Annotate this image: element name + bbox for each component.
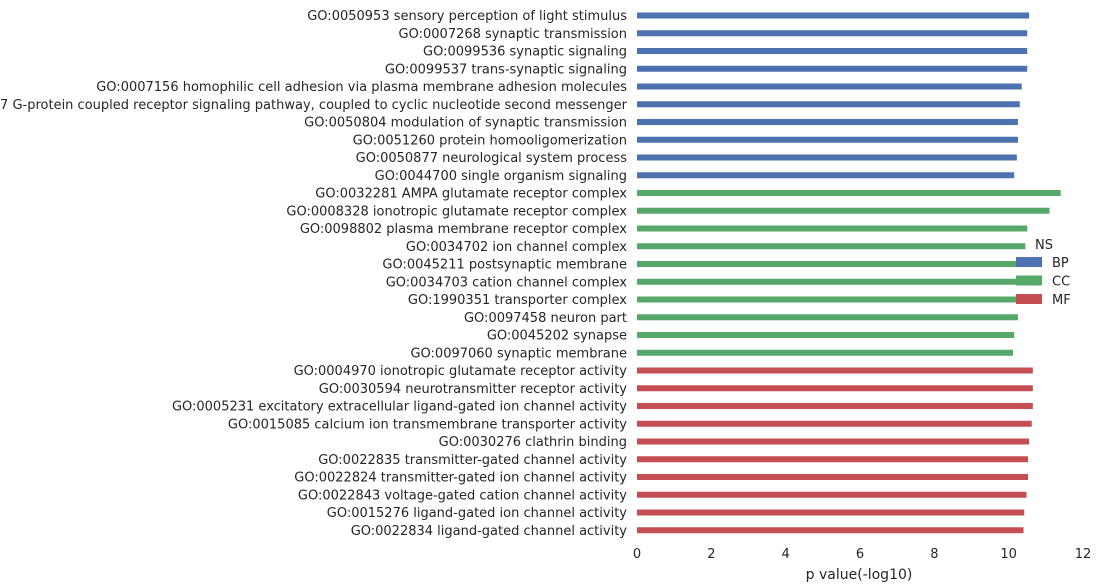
category-label: GO:0004970 ionotropic glutamate receptor… xyxy=(294,364,628,379)
legend-swatch-cc xyxy=(1016,275,1042,286)
x-tick-label: 12 xyxy=(1075,547,1092,562)
category-label: GO:1990351 transporter complex xyxy=(408,293,627,308)
bar-cc-12 xyxy=(637,207,1050,214)
legend-label-mf: MF xyxy=(1052,293,1071,308)
bar-cc-17 xyxy=(637,296,1020,303)
bar-bp-7 xyxy=(637,119,1018,125)
category-label: GO:0030594 neurotransmitter receptor act… xyxy=(319,382,628,397)
x-tick-label: 10 xyxy=(1000,547,1017,562)
category-label: GO:0030276 clathrin binding xyxy=(439,435,627,450)
bar-mf-21 xyxy=(637,367,1033,374)
category-label: GO:0050953 sensory perception of light s… xyxy=(307,9,627,24)
category-label: GO:0015276 ligand-gated ion channel acti… xyxy=(327,506,628,521)
category-label: GO:0098802 plasma membrane receptor comp… xyxy=(300,222,627,237)
bar-mf-25 xyxy=(637,438,1030,445)
bar-mf-23 xyxy=(637,403,1033,409)
x-tick-label: 8 xyxy=(930,547,938,562)
x-tick-label: 4 xyxy=(782,547,790,562)
category-label: GO:0022835 transmitter-gated channel act… xyxy=(318,453,627,468)
bar-cc-19 xyxy=(637,332,1015,338)
category-labels: GO:0050953 sensory perception of light s… xyxy=(0,9,628,539)
bar-cc-18 xyxy=(637,314,1018,321)
bar-bp-3 xyxy=(637,48,1028,54)
category-label: GO:0022824 transmitter-gated ion channel… xyxy=(294,471,627,486)
bar-bp-9 xyxy=(637,154,1017,161)
bar-cc-15 xyxy=(637,261,1024,267)
bar-mf-27 xyxy=(637,474,1028,480)
bar-bp-1 xyxy=(637,12,1030,19)
legend-title: NS xyxy=(1035,238,1053,253)
category-label: GO:0032281 AMPA glutamate receptor compl… xyxy=(315,187,627,202)
category-label: GO:0005231 excitatory extracellular liga… xyxy=(172,400,627,415)
category-label: GO:0051260 protein homooligomerization xyxy=(353,133,627,148)
bar-bp-4 xyxy=(637,65,1028,72)
category-label: GO:0050804 modulation of synaptic transm… xyxy=(304,116,627,131)
bar-mf-29 xyxy=(637,509,1025,516)
bar-mf-26 xyxy=(637,456,1028,463)
bar-bp-10 xyxy=(637,172,1015,179)
bar-cc-16 xyxy=(637,278,1022,285)
category-label: GO:0045211 postsynaptic membrane xyxy=(382,258,627,273)
legend-label-cc: CC xyxy=(1052,275,1070,290)
category-label: GO:0045202 synapse xyxy=(487,329,627,344)
legend-label-bp: BP xyxy=(1052,256,1069,271)
bar-mf-24 xyxy=(637,420,1032,427)
legend: NS BP CC MF xyxy=(1016,238,1071,308)
x-tick-label: 2 xyxy=(707,547,715,562)
category-label: GO:0022843 voltage-gated cation channel … xyxy=(298,488,627,503)
bar-bp-6 xyxy=(637,101,1020,108)
bar-cc-13 xyxy=(637,225,1028,232)
category-label: GO:0008328 ionotropic glutamate receptor… xyxy=(286,204,627,219)
category-label: GO:0099536 synaptic signaling xyxy=(423,45,627,60)
category-label: GO:0097060 synaptic membrane xyxy=(410,346,627,361)
category-label: GO:0044700 single organism signaling xyxy=(375,169,627,184)
x-axis-title: p value(-log10) xyxy=(806,567,913,583)
bar-mf-28 xyxy=(637,491,1027,498)
category-label: GO:0097458 neuron part xyxy=(464,311,627,326)
category-label: GO:0007156 homophilic cell adhesion via … xyxy=(96,80,627,95)
bar-bp-8 xyxy=(637,136,1018,143)
legend-swatch-bp xyxy=(1016,257,1042,267)
category-label: GO:0022834 ligand-gated channel activity xyxy=(351,524,628,539)
category-label: GO:0007187 G-protein coupled receptor si… xyxy=(0,98,628,113)
legend-swatch-mf xyxy=(1016,294,1042,304)
x-tick-label: 6 xyxy=(856,547,864,562)
bar-mf-30 xyxy=(637,527,1024,534)
category-label: GO:0015085 calcium ion transmembrane tra… xyxy=(228,417,627,432)
category-label: GO:0034703 cation channel complex xyxy=(386,275,628,290)
bar-bp-2 xyxy=(637,30,1028,37)
category-label: GO:0007268 synaptic transmission xyxy=(399,27,627,42)
bar-cc-20 xyxy=(637,349,1014,356)
x-tick-labels: 0 2 4 6 8 10 12 xyxy=(633,547,1091,562)
bar-cc-11 xyxy=(637,190,1061,196)
x-tick-label: 0 xyxy=(633,547,641,562)
bar-cc-14 xyxy=(637,243,1026,250)
bar-bp-5 xyxy=(637,83,1022,90)
category-label: GO:0099537 trans-synaptic signaling xyxy=(385,62,627,77)
bar-mf-22 xyxy=(637,385,1033,392)
category-label: GO:0034702 ion channel complex xyxy=(406,240,627,255)
bars-group xyxy=(637,12,1061,534)
category-label: GO:0050877 neurological system process xyxy=(356,151,628,166)
